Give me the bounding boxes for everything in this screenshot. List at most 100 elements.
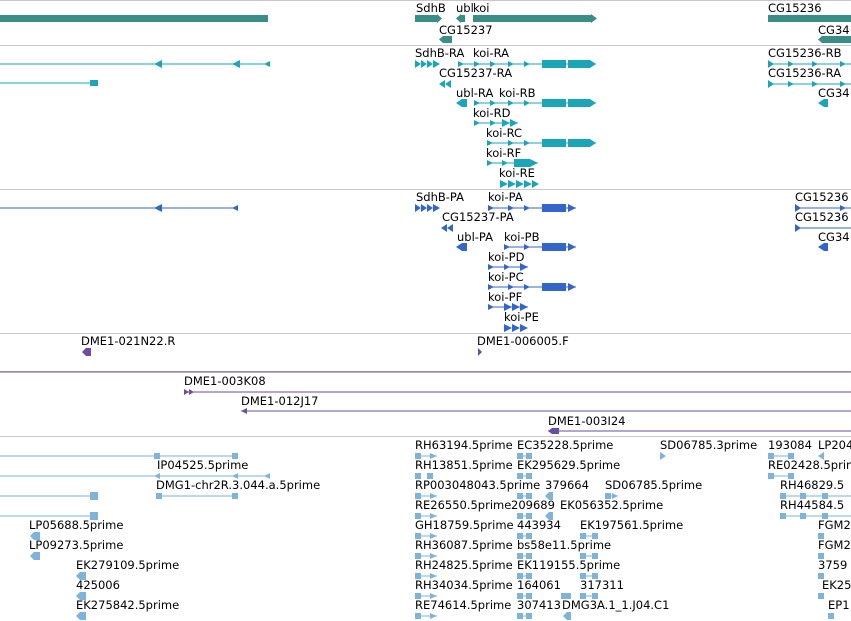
- est-feature[interactable]: [415, 593, 437, 599]
- est-feature[interactable]: [780, 513, 851, 519]
- est-feature[interactable]: [605, 493, 618, 499]
- est-feature[interactable]: [660, 452, 666, 460]
- est-feature[interactable]: [0, 453, 238, 459]
- est-feature[interactable]: [0, 473, 270, 479]
- transcript-koi-rb[interactable]: [474, 99, 596, 107]
- est-feature[interactable]: [415, 573, 437, 579]
- est-feature[interactable]: [517, 613, 532, 619]
- protein-cg15236-a[interactable]: [795, 204, 851, 212]
- est-feature[interactable]: [563, 612, 571, 620]
- gene-feature-cg15236[interactable]: [768, 15, 851, 22]
- track-separators: [0, 0, 851, 437]
- gene-feature-sdhb[interactable]: [415, 14, 442, 23]
- gene-label: CG15236: [768, 1, 822, 15]
- est-feature[interactable]: [561, 593, 571, 599]
- est-label: 443934: [517, 518, 561, 532]
- clone-end-feature[interactable]: [82, 348, 91, 356]
- est-feature[interactable]: [76, 612, 86, 620]
- transcript-koi-rf[interactable]: [487, 159, 538, 167]
- est-feature[interactable]: [580, 573, 598, 579]
- transcript-label: koi-RB: [499, 86, 536, 100]
- transcript-koi-rd[interactable]: [474, 119, 518, 127]
- protein-koi-pd[interactable]: [488, 263, 528, 271]
- transcript-koi-rc[interactable]: [487, 139, 596, 147]
- est-feature[interactable]: [545, 512, 553, 520]
- transcript-cg15237-ra[interactable]: [439, 80, 451, 88]
- est-feature[interactable]: [415, 493, 437, 499]
- protein-label: CG15237-PA: [442, 210, 514, 224]
- clone-feature-dme1-003k08[interactable]: [184, 389, 851, 395]
- protein-cg34[interactable]: [818, 243, 828, 251]
- protein-koi-pf[interactable]: [488, 303, 528, 311]
- est-feature[interactable]: [545, 492, 553, 500]
- est-feature[interactable]: [580, 553, 598, 559]
- clone-end-feature[interactable]: [478, 348, 482, 356]
- transcript-feature[interactable]: [0, 60, 270, 68]
- clone-feature-dme1-003i24[interactable]: [548, 428, 851, 434]
- protein-sdhb-pa[interactable]: [415, 204, 440, 212]
- est-feature[interactable]: [517, 533, 532, 539]
- transcript-label: CG15236-RA: [768, 66, 841, 80]
- gene-feature[interactable]: [0, 15, 268, 22]
- protein-cg15237-pa[interactable]: [441, 224, 453, 232]
- est-feature[interactable]: [0, 512, 98, 520]
- est-label: RH13851.5prime: [415, 458, 513, 472]
- est-feature[interactable]: [818, 452, 824, 460]
- transcript-feature[interactable]: [0, 80, 98, 86]
- transcript-cg15236-ra[interactable]: [768, 80, 851, 88]
- est-label: RH63194.5prime: [415, 438, 513, 452]
- est-track: RH63194.5prime EC35228.5prime SD06785.3p…: [0, 438, 851, 620]
- transcript-ubl-ra[interactable]: [456, 99, 467, 107]
- est-feature[interactable]: [517, 573, 532, 579]
- est-feature[interactable]: [780, 493, 851, 499]
- est-feature[interactable]: [156, 493, 238, 499]
- est-feature[interactable]: [818, 553, 824, 559]
- protein-cg15236-b[interactable]: [795, 224, 851, 232]
- est-label: 379664: [545, 478, 589, 492]
- protein-feature[interactable]: [0, 204, 238, 212]
- est-feature[interactable]: [818, 593, 824, 599]
- transcript-cg15236-rb[interactable]: [768, 60, 851, 68]
- est-label: DMG3A.1_1.J04.C1: [562, 598, 669, 612]
- est-feature[interactable]: [415, 553, 437, 559]
- est-feature[interactable]: [517, 593, 532, 599]
- transcript-koi-ra[interactable]: [458, 60, 596, 68]
- est-feature[interactable]: [517, 493, 532, 499]
- est-feature[interactable]: [818, 533, 824, 539]
- est-feature[interactable]: [76, 572, 86, 580]
- est-feature[interactable]: [517, 513, 532, 519]
- est-feature[interactable]: [415, 533, 437, 539]
- est-feature[interactable]: [828, 613, 834, 619]
- protein-ubl-pa[interactable]: [456, 243, 467, 251]
- est-feature[interactable]: [415, 613, 437, 619]
- gene-feature-cg15237[interactable]: [439, 36, 452, 43]
- est-feature[interactable]: [517, 553, 532, 559]
- protein-koi-pc[interactable]: [488, 283, 576, 291]
- est-label: 425006: [76, 578, 120, 592]
- est-feature[interactable]: [517, 473, 532, 479]
- protein-koi-pe[interactable]: [504, 324, 528, 332]
- est-feature[interactable]: [580, 533, 598, 539]
- protein-koi-pb[interactable]: [504, 243, 576, 251]
- gene-feature-ubl[interactable]: [456, 14, 465, 23]
- clone-feature-dme1-012j17[interactable]: [241, 408, 851, 414]
- gene-feature-koi[interactable]: [473, 14, 597, 23]
- gene-feature-cg34[interactable]: [818, 36, 851, 43]
- est-feature[interactable]: [30, 532, 40, 540]
- est-feature[interactable]: [818, 573, 824, 579]
- est-feature[interactable]: [415, 453, 437, 459]
- est-feature[interactable]: [415, 513, 437, 519]
- est-feature[interactable]: [30, 552, 40, 560]
- protein-koi-pa[interactable]: [488, 204, 576, 212]
- transcript-cg34[interactable]: [818, 99, 828, 107]
- est-feature[interactable]: [768, 473, 794, 479]
- est-feature[interactable]: [76, 592, 86, 600]
- est-feature[interactable]: [580, 593, 598, 599]
- transcript-sdhb-ra[interactable]: [415, 60, 440, 68]
- protein-label: koi-PD: [488, 250, 525, 264]
- est-feature[interactable]: [768, 453, 794, 459]
- transcript-koi-re[interactable]: [500, 180, 539, 188]
- est-feature[interactable]: [517, 453, 532, 459]
- est-feature[interactable]: [0, 492, 98, 500]
- est-feature[interactable]: [415, 473, 433, 479]
